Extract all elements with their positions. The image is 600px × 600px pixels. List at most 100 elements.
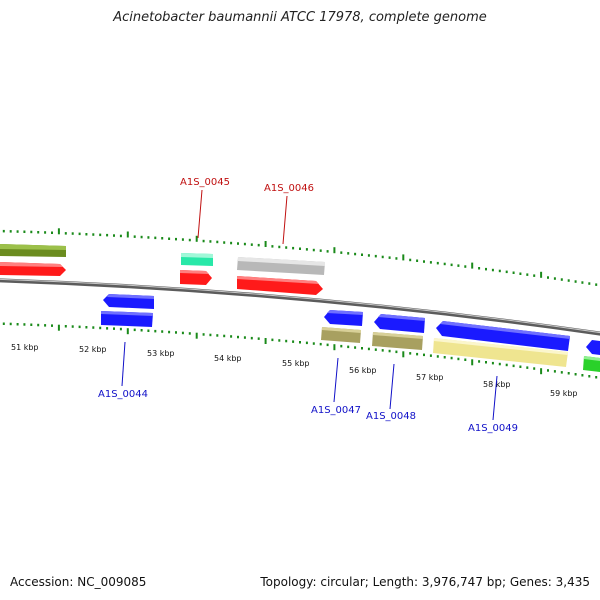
minor-tick [154, 236, 157, 240]
leader-line-A1S-0049 [492, 375, 498, 421]
gene-A1S-0048-blue[interactable] [374, 314, 425, 333]
minor-tick [51, 324, 53, 327]
gene-A1S-0047-blue[interactable] [324, 310, 363, 326]
minor-tick [30, 323, 33, 326]
gene-A1S-0048-khaki[interactable] [372, 332, 423, 350]
minor-tick [354, 346, 357, 349]
tick-label: 54 kbp [214, 354, 242, 363]
minor-tick [553, 277, 556, 280]
major-tick [264, 338, 267, 344]
minor-tick [319, 342, 322, 346]
gene-right-green[interactable] [583, 356, 600, 372]
minor-tick [319, 249, 322, 252]
minor-tick [278, 339, 281, 342]
gene-A1S-0045-aqua[interactable] [181, 253, 213, 266]
minor-tick [429, 354, 432, 357]
minor-tick [175, 331, 177, 334]
minor-tick [113, 234, 115, 237]
minor-tick [44, 231, 47, 234]
gene-label-A1S-0045[interactable]: A1S_0045 [180, 177, 230, 188]
minor-tick [595, 283, 598, 286]
minor-tick [85, 326, 88, 329]
gene-red-left[interactable] [0, 262, 66, 276]
minor-tick [595, 376, 598, 379]
gene-A1S-0047-khaki[interactable] [321, 327, 361, 343]
gene-right-blue[interactable] [586, 340, 600, 355]
minor-tick [409, 352, 412, 355]
leader-line-A1S-0048 [389, 363, 395, 410]
major-tick [126, 328, 129, 335]
minor-tick [305, 341, 308, 345]
gene-label-A1S-0049[interactable]: A1S_0049 [468, 423, 518, 434]
gene-A1S-0046-grey[interactable] [237, 257, 325, 275]
gene-label-A1S-0048[interactable]: A1S_0048 [366, 411, 416, 422]
major-tick [540, 271, 543, 278]
minor-tick [209, 240, 212, 243]
minor-tick [388, 256, 391, 259]
minor-tick [271, 245, 274, 248]
minor-tick [154, 329, 157, 333]
lower-tick-track [2, 322, 598, 379]
minor-tick [9, 230, 12, 233]
major-tick [57, 324, 60, 331]
gene-A1S-0046-red[interactable] [237, 276, 323, 295]
minor-tick [374, 254, 377, 258]
minor-tick [457, 264, 460, 267]
minor-tick [51, 231, 53, 234]
minor-tick [547, 369, 549, 372]
minor-tick [305, 248, 308, 251]
gene-label-A1S-0047[interactable]: A1S_0047 [311, 405, 361, 416]
gene-A1S-0044-blue-1[interactable] [103, 294, 154, 309]
minor-tick [299, 341, 301, 344]
minor-tick [354, 252, 357, 256]
gene-A1S-0049-paleyellow[interactable] [433, 338, 568, 367]
minor-tick [92, 326, 95, 329]
minor-tick [464, 265, 467, 268]
minor-tick [478, 360, 481, 363]
genome-backbone [0, 278, 600, 336]
gene-A1S-0049-blue[interactable] [436, 321, 570, 351]
minor-tick [326, 343, 329, 347]
gene-A1S-0045-red[interactable] [180, 270, 212, 285]
minor-tick [485, 267, 487, 271]
minor-tick [457, 357, 460, 361]
minor-tick [250, 243, 253, 246]
gene-olive-left[interactable] [0, 244, 66, 257]
minor-tick [519, 365, 522, 368]
minor-tick [395, 350, 398, 354]
minor-tick [223, 241, 226, 244]
minor-tick [505, 270, 508, 274]
minor-tick [423, 353, 425, 357]
minor-tick [106, 233, 109, 237]
gene-label-A1S-0044[interactable]: A1S_0044 [98, 389, 148, 400]
minor-tick [312, 248, 315, 252]
minor-tick [498, 362, 501, 366]
minor-tick [168, 330, 171, 334]
gene-label-A1S-0046[interactable]: A1S_0046 [264, 183, 314, 194]
leader-line-A1S-0045 [197, 189, 203, 239]
gene-A1S-0044-blue-2[interactable] [101, 311, 153, 327]
tick-label: 57 kbp [416, 373, 444, 382]
minor-tick [257, 337, 260, 340]
minor-tick [299, 247, 301, 250]
minor-tick [367, 254, 370, 257]
minor-tick [285, 246, 288, 249]
minor-tick [498, 269, 501, 273]
minor-tick [533, 367, 536, 370]
minor-tick [505, 363, 508, 367]
minor-tick [106, 327, 109, 330]
tick-label: 59 kbp [550, 389, 578, 398]
minor-tick [223, 334, 226, 338]
tick-label: 53 kbp [147, 349, 175, 358]
minor-tick [553, 370, 556, 373]
minor-tick [23, 323, 26, 326]
minor-tick [230, 241, 233, 245]
minor-tick [491, 268, 494, 272]
minor-tick [216, 240, 219, 244]
minor-tick [409, 258, 412, 262]
minor-tick [188, 238, 191, 242]
minor-tick [161, 237, 164, 240]
minor-tick [361, 253, 363, 256]
major-tick [195, 332, 198, 339]
minor-tick [92, 233, 95, 236]
